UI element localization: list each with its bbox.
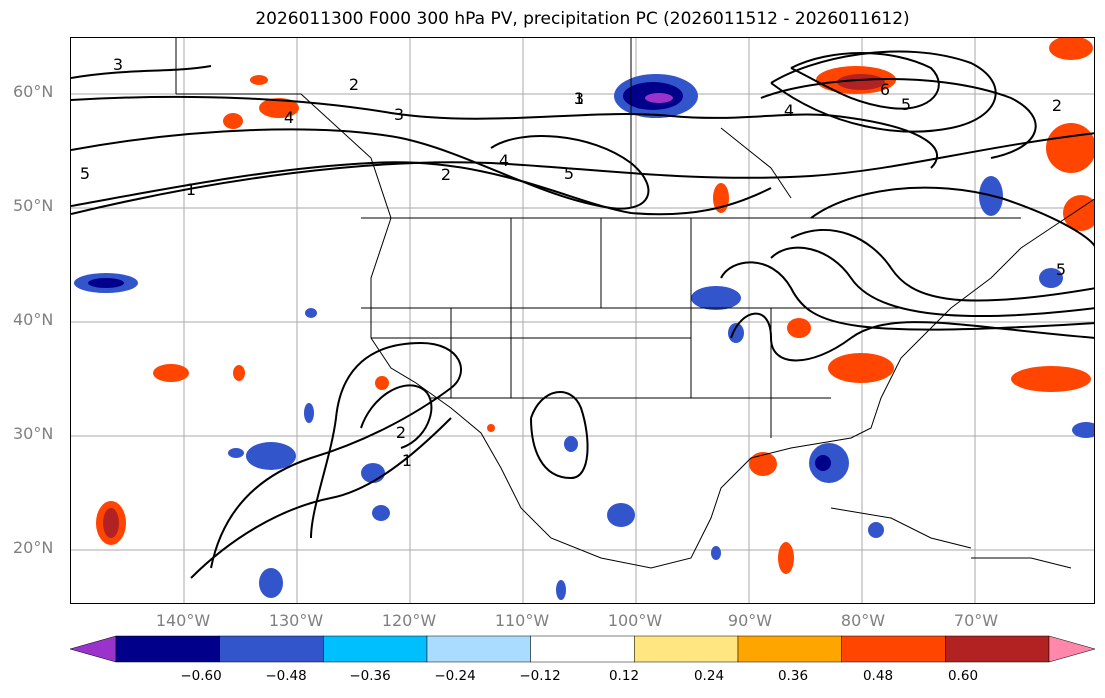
lon-label-100w: 100°W [607,611,663,630]
precip-anomaly-fills [74,38,1094,600]
colorbar-tick: 0.24 [693,668,725,684]
contour-label: 3 [394,105,404,124]
colorbar-segment [1048,635,1095,663]
colorbar-segment [945,635,1050,663]
colorbar-tick: −0.12 [519,668,561,684]
contour-label: 4 [499,151,509,170]
lat-label-60n: 60°N [13,82,54,101]
lat-label-50n: 50°N [13,196,54,215]
map-panel: 3 4 2 1 3 4 5 2 5 1 3 4 5 6 2 2 1 5 [70,37,1095,604]
lon-label-90w: 90°W [727,611,773,630]
contour-label: 1 [574,89,584,108]
colorbar-tick: 0.36 [777,668,809,684]
contour-label: 5 [901,95,911,114]
contour-label: 5 [80,164,90,183]
lon-label-110w: 110°W [494,611,550,630]
lon-label-70w: 70°W [953,611,999,630]
colorbar-segment [219,635,324,663]
lon-label-140w: 140°W [155,611,211,630]
colorbar-segment [426,635,531,663]
colorbar-segment [737,635,842,663]
colorbar-segment [115,635,220,663]
lon-label-120w: 120°W [381,611,437,630]
contour-label: 1 [402,451,412,470]
contour-label: 3 [574,89,584,108]
graticule [71,38,1094,603]
colorbar-segment [323,635,428,663]
contour-label: 2 [1052,96,1062,115]
pv-contours [71,50,1094,579]
contour-label: 3 [113,55,123,74]
colorbar-segment [530,635,635,663]
contour-label: 4 [284,108,294,127]
contour-label: 2 [349,75,359,94]
lat-label-30n: 30°N [13,424,54,443]
contour-label: 5 [564,164,574,183]
contour-label: 1 [186,180,196,199]
lat-label-40n: 40°N [13,310,54,329]
contour-label: 5 [1056,260,1066,279]
colorbar [70,635,1095,663]
colorbar-segment [841,635,946,663]
contour-label: 2 [441,165,451,184]
colorbar-tick: 0.60 [947,668,979,684]
lon-label-130w: 130°W [268,611,324,630]
colorbar-tick: −0.24 [434,668,476,684]
colorbar-tick: 0.12 [608,668,640,684]
colorbar-segment [634,635,739,663]
colorbar-tick: −0.60 [180,668,222,684]
colorbar-tick: −0.36 [349,668,391,684]
map-title: 2026011300 F000 300 hPa PV, precipitatio… [255,9,910,29]
lat-label-20n: 20°N [13,538,54,557]
contour-label: 4 [784,101,794,120]
colorbar-tick: −0.48 [265,668,307,684]
contour-label: 6 [880,80,890,99]
map-canvas: 3 4 2 1 3 4 5 2 5 1 3 4 5 6 2 2 1 5 [71,38,1094,603]
colorbar-tick: 0.48 [862,668,894,684]
colorbar-segment [70,635,117,663]
contour-label: 2 [396,423,406,442]
lon-label-80w: 80°W [840,611,886,630]
